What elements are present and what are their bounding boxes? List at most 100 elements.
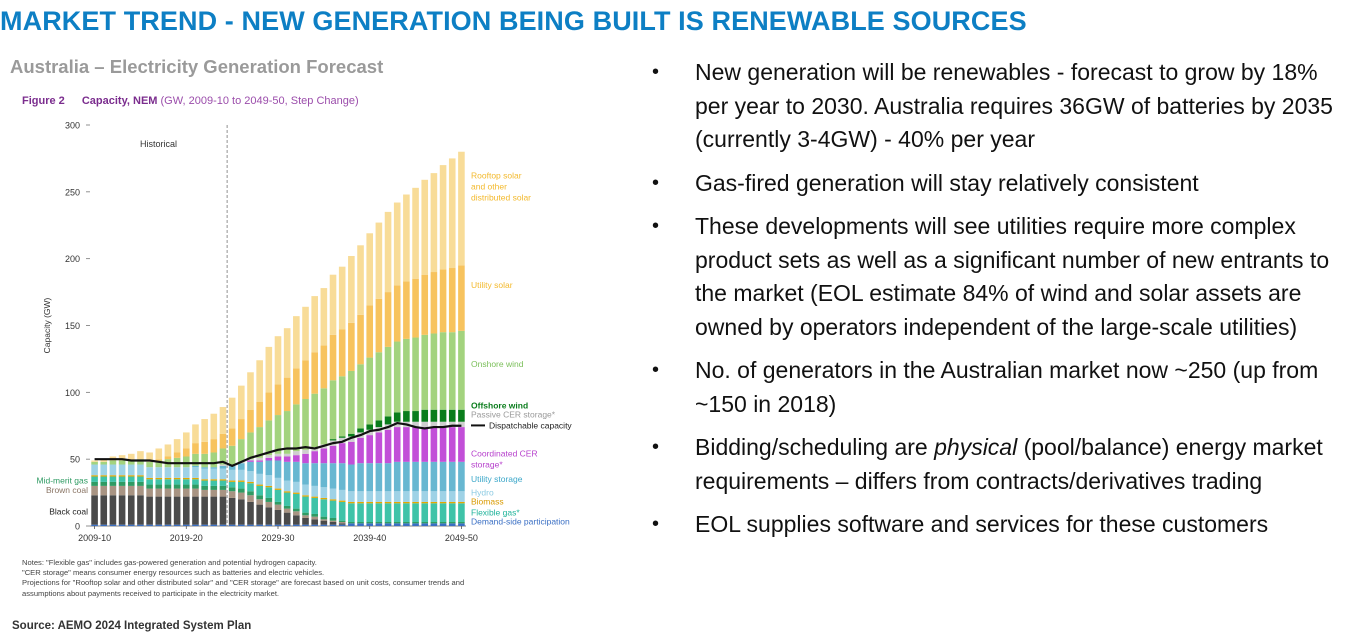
bar-segment [348, 503, 355, 522]
bar-segment [210, 496, 218, 525]
bar-segment [247, 409, 254, 433]
bar-segment [403, 427, 410, 462]
bar-segment [293, 524, 300, 526]
bar-segment [137, 485, 144, 496]
bar-segment [127, 453, 135, 461]
bar-segment [439, 501, 447, 504]
bar-segment [127, 464, 135, 476]
bar-segment [311, 497, 318, 514]
bar-segment [210, 467, 218, 469]
bar-segment [348, 464, 355, 492]
bar-segment [182, 432, 190, 449]
bar-segment [146, 496, 153, 525]
bullet-item: • Gas-fired generation will stay relative… [640, 167, 1340, 201]
bar-segment [458, 151, 465, 266]
bar-segment [311, 485, 318, 497]
bar-segment [146, 461, 153, 468]
bar-segment [338, 524, 346, 526]
bar-segment [338, 500, 346, 502]
bar-segment [155, 467, 163, 478]
bar-segment [219, 465, 227, 469]
bar-segment [421, 179, 429, 275]
bar-segment [238, 481, 245, 489]
bar-segment [164, 444, 172, 457]
bar-segment [458, 491, 465, 502]
bar-segment [137, 476, 144, 482]
bar-segment [228, 524, 236, 526]
bar-segment [338, 437, 346, 444]
bullet-item: • New generation will be renewables - for… [640, 56, 1340, 157]
bar-segment [320, 288, 328, 346]
bar-segment [311, 519, 318, 525]
legend-label: and other [471, 181, 507, 191]
legend-label: Dispatchable capacity [489, 420, 572, 430]
bar-segment [127, 476, 135, 482]
bar-segment [320, 463, 328, 488]
bar-segment [91, 495, 98, 525]
figure-number: Figure 2 [22, 95, 65, 107]
bar-segment [412, 521, 419, 524]
legend-label: Utility solar [471, 280, 513, 290]
bar-segment [448, 421, 456, 428]
bar-segment [173, 467, 181, 478]
bar-segment [283, 328, 291, 378]
bar-segment [173, 484, 181, 489]
capacity-chart: 0 50 100 150 200 250 300 Capacity (GW) Historica… [37, 121, 573, 544]
bar-segment [421, 421, 429, 428]
note-line: Notes: "Flexible gas" includes gas-power… [22, 558, 317, 567]
bar-segment [137, 495, 144, 525]
bar-segment [375, 222, 383, 299]
bar-segment [238, 439, 245, 462]
source-citation: Source: AEMO 2024 Integrated System Plan [12, 620, 252, 632]
bar-segment [430, 521, 438, 524]
bar-segment [164, 456, 172, 460]
bar-segment [357, 428, 364, 433]
bar-segment [293, 404, 300, 452]
bar-segment [118, 475, 126, 477]
legend-label: storage* [471, 459, 503, 469]
bar-segment [201, 496, 208, 525]
bar-segment [338, 376, 346, 437]
bar-segment [192, 477, 199, 480]
bar-segment [348, 523, 355, 526]
y-tick-label: 100 [65, 388, 80, 398]
bar-segment [320, 499, 328, 517]
bar-segment [192, 467, 199, 478]
legend-label: Rooftop solar [471, 170, 522, 180]
y-tick-label: 250 [65, 187, 80, 197]
bar-segment [311, 463, 318, 486]
bar-segment [100, 481, 108, 486]
bar-segment [247, 495, 254, 502]
dispatchable-capacity-line [94, 421, 462, 467]
bar-segment [265, 485, 273, 488]
bar-segment [283, 505, 291, 509]
y-axis-label: Capacity (GW) [42, 297, 52, 353]
bar-segment [228, 465, 236, 470]
bar-segment [439, 503, 447, 522]
bar-segment [430, 523, 438, 526]
bar-segment [127, 475, 135, 477]
bar-segment [430, 503, 438, 522]
bar-segment [283, 508, 291, 513]
bar-segment [109, 475, 117, 477]
bar-segment [375, 463, 383, 492]
bar-segment [357, 491, 364, 502]
bar-segment [421, 334, 429, 410]
bar-segment [274, 456, 282, 461]
bar-segment [421, 427, 429, 462]
bar-segment [100, 475, 108, 477]
bar-segment [375, 523, 383, 526]
bar-segment [127, 495, 135, 525]
bar-segment [375, 521, 383, 524]
bar-segment [448, 409, 456, 422]
bar-segment [146, 524, 153, 526]
bar-segment [100, 461, 108, 465]
bar-segment [201, 467, 208, 469]
bar-segment [302, 453, 309, 464]
bar-segment [338, 521, 346, 524]
bar-segment [283, 453, 291, 457]
bar-segment [219, 524, 227, 526]
bar-segment [366, 503, 374, 522]
bar-segment [192, 479, 199, 485]
bar-segment [192, 488, 199, 497]
